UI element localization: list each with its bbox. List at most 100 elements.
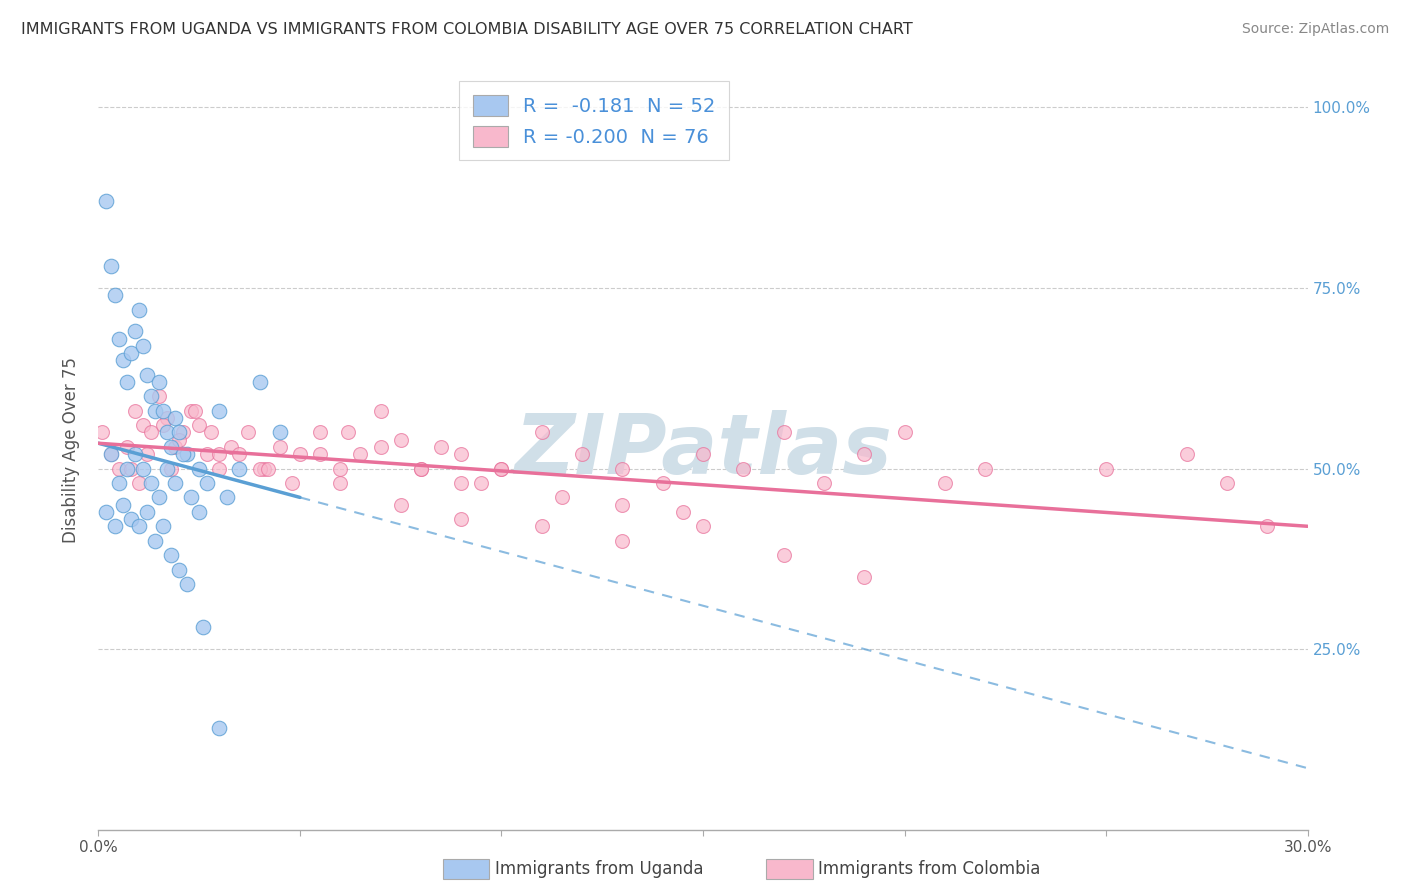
Point	[124, 403, 146, 417]
Point	[389, 498, 412, 512]
Point	[167, 563, 190, 577]
Point	[135, 505, 157, 519]
Point	[651, 475, 673, 490]
Point	[1175, 447, 1198, 461]
Point	[208, 722, 231, 736]
Point	[115, 440, 138, 454]
Point	[148, 375, 170, 389]
Point	[139, 389, 162, 403]
Point	[120, 346, 142, 360]
Point	[143, 403, 166, 417]
Point	[893, 425, 915, 440]
Point	[530, 519, 553, 533]
Point	[139, 475, 162, 490]
Point	[115, 461, 138, 475]
Point	[156, 425, 179, 440]
Point	[370, 403, 392, 417]
Point	[470, 475, 492, 490]
Text: ZIPatlas: ZIPatlas	[515, 410, 891, 491]
Point	[167, 425, 190, 440]
Point	[103, 288, 125, 302]
Point	[288, 447, 311, 461]
Point	[1256, 519, 1278, 533]
Point	[96, 194, 118, 209]
Point	[281, 475, 304, 490]
Point	[221, 440, 243, 454]
Point	[160, 440, 183, 454]
Point	[491, 461, 513, 475]
Point	[152, 403, 174, 417]
Point	[132, 418, 155, 433]
Point	[100, 260, 122, 274]
Point	[692, 519, 714, 533]
Point	[120, 512, 142, 526]
Point	[184, 403, 207, 417]
Point	[124, 447, 146, 461]
Point	[111, 498, 134, 512]
Point	[176, 447, 198, 461]
Point	[236, 425, 259, 440]
Point	[253, 461, 276, 475]
Point	[309, 425, 332, 440]
Point	[217, 491, 239, 505]
Point	[853, 447, 876, 461]
Point	[103, 519, 125, 533]
Point	[228, 447, 250, 461]
Point	[612, 498, 634, 512]
Point	[195, 447, 218, 461]
Point	[200, 425, 222, 440]
Point	[409, 461, 432, 475]
Point	[120, 461, 142, 475]
Point	[115, 375, 138, 389]
Point	[349, 447, 371, 461]
Point	[733, 461, 755, 475]
Point	[180, 491, 202, 505]
Point	[269, 440, 291, 454]
Point	[193, 620, 215, 634]
Point	[370, 440, 392, 454]
Text: Immigrants from Uganda: Immigrants from Uganda	[495, 860, 703, 878]
Point	[152, 519, 174, 533]
Point	[672, 505, 695, 519]
Point	[156, 461, 179, 475]
Point	[450, 475, 472, 490]
Point	[208, 447, 231, 461]
Point	[974, 461, 997, 475]
Point	[329, 461, 352, 475]
Point	[1216, 475, 1239, 490]
Point	[934, 475, 956, 490]
Point	[100, 447, 122, 461]
Point	[188, 505, 211, 519]
Point	[551, 491, 574, 505]
Point	[692, 447, 714, 461]
Point	[111, 353, 134, 368]
Point	[124, 324, 146, 338]
Point	[128, 302, 150, 317]
Point	[172, 447, 194, 461]
Point	[107, 475, 129, 490]
Point	[188, 418, 211, 433]
Point	[571, 447, 593, 461]
Point	[100, 447, 122, 461]
Point	[135, 368, 157, 382]
Point	[450, 447, 472, 461]
Text: Source: ZipAtlas.com: Source: ZipAtlas.com	[1241, 22, 1389, 37]
Point	[132, 339, 155, 353]
Point	[180, 403, 202, 417]
Point	[163, 475, 186, 490]
Point	[208, 461, 231, 475]
Point	[128, 475, 150, 490]
Point	[337, 425, 360, 440]
Point	[269, 425, 291, 440]
Point	[172, 425, 194, 440]
Point	[430, 440, 453, 454]
Point	[249, 375, 271, 389]
Point	[107, 461, 129, 475]
Point	[148, 491, 170, 505]
Point	[91, 425, 114, 440]
Point	[176, 577, 198, 591]
Text: Immigrants from Colombia: Immigrants from Colombia	[818, 860, 1040, 878]
Point	[772, 548, 794, 562]
Point	[228, 461, 250, 475]
Point	[160, 548, 183, 562]
